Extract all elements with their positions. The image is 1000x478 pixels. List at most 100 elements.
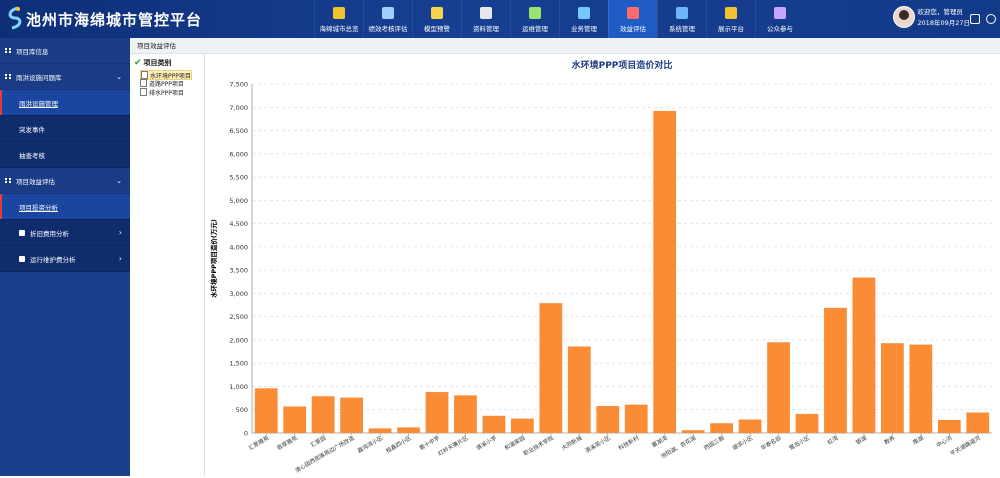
check-icon: ✔ [134,58,142,68]
y-tick-label: 0 [244,430,248,438]
app-title: 池州市海绵城市管控平台 [26,11,203,29]
x-tick-label: 塞湖湾 [650,434,669,450]
x-tick-label: 华泰名邸 [759,434,783,452]
x-tick-label: 南湖 [911,434,925,447]
nav-label: 模型预警 [424,25,450,33]
bar [567,346,591,433]
sidebar-item-maintenance-analysis[interactable]: 运行维护费分析 › [0,246,130,272]
bar [511,418,534,433]
sidebar-section-label: 项目效益评估 [16,177,55,186]
nav-item-home[interactable]: 海绵城市总览 [314,0,363,38]
bar [539,303,563,433]
nav-label: 资料管理 [473,25,499,33]
power-icon[interactable] [986,14,996,24]
y-tick-label: 2,500 [229,313,248,321]
user-info: 欢迎您，管理员 2018年09月27日 [917,7,970,29]
tree-item-label: 道路PPP项目 [149,80,184,88]
x-tick-label: 桂鑫四小区 [384,434,413,455]
x-tick-label: 虹湾 [826,434,840,447]
x-tick-label: 中心河 [935,434,954,450]
top-header: 池州市海绵城市管控平台 海绵城市总览 绩效考核评估 模型预警 资料管理 运维管理 业务管理… [0,0,1000,38]
sidebar-section-label: 项目库信息 [16,47,49,56]
sidebar-section-project-library[interactable]: 项目库信息 [0,38,130,64]
tree-item-label: 水环境PPP项目 [150,72,191,80]
x-tick-label: 汇景雅苑 [247,434,271,452]
project-category-tree: ✔ 项目类别 水环境PPP项目 道路PPP项目 排水PPP项目 [130,54,205,476]
document-icon [140,88,147,96]
y-tick-label: 5,000 [229,197,248,205]
y-tick-label: 1,500 [229,360,248,368]
nav-item-briefcase[interactable]: 业务管理 [559,0,608,38]
chart-icon [382,7,394,19]
nav-item-folder[interactable]: 资料管理 [461,0,510,38]
nav-item-pen[interactable]: 效益评估 [608,0,657,38]
chart-area: 水环境PPP项目造价对比 0 500 1,000 1,500 2,000 2,500 3,00… [204,54,1000,476]
tree-item-road[interactable]: 道路PPP项目 [140,79,184,88]
y-tick-label: 3,000 [229,290,248,298]
nav-label: 公众参与 [767,25,793,33]
x-tick-label: 清溪苑小区 [584,434,613,455]
sidebar-item-investment-analysis[interactable]: 项目投资分析 [0,194,130,220]
x-tick-label: 教养 [883,434,897,447]
people-icon [774,7,786,19]
folder-icon [480,7,492,19]
sidebar-item-emergencies[interactable]: 突发事件 [0,116,130,142]
briefcase-icon [578,7,590,19]
gear-icon [676,7,688,19]
y-tick-label: 6,000 [229,150,248,158]
bar [710,423,733,433]
grid-icon [5,177,11,184]
edit-profile-icon[interactable] [970,14,980,24]
sidebar-item-depreciation-analysis[interactable]: 折旧费用分析 › [0,220,130,246]
nav-item-tools[interactable]: 运维管理 [510,0,559,38]
sidebar-section-facility-issues[interactable]: 雨洪设施问题库 ⌄ [0,64,130,90]
nav-label: 绩效考核评估 [368,25,408,33]
tree-root[interactable]: ✔ 项目类别 [134,58,172,68]
tree-item-water-environment[interactable]: 水环境PPP项目 [140,70,192,80]
nav-label: 系统管理 [669,25,695,33]
nav-item-people[interactable]: 公众参与 [755,0,804,38]
x-tick-label: 西园三期 [703,434,726,451]
y-tick-label: 4,500 [229,220,248,228]
nav-item-bulb[interactable]: 模型预警 [412,0,461,38]
nav-label: 运维管理 [522,25,548,33]
chart-title: 水环境PPP项目造价对比 [572,59,673,71]
bar [681,430,705,433]
tree-item-drainage[interactable]: 排水PPP项目 [140,88,184,97]
sidebar-section-benefit-evaluation[interactable]: 项目效益评估 ⌄ [0,168,130,194]
user-avatar[interactable] [893,6,915,28]
y-tick-label: 7,000 [229,104,248,112]
bar [937,419,961,433]
nav-label: 海绵城市总览 [319,25,359,33]
bar [909,344,933,433]
grid-icon [5,73,11,80]
x-tick-label: 职业技术学院 [522,434,555,458]
sidebar: 项目库信息 雨洪设施问题库 ⌄ 雨洪设施管理 突发事件 抽查考核 项目效益评估 … [0,38,130,476]
grid-icon [5,47,11,54]
main-content: 项目效益评估 ✔ 项目类别 水环境PPP项目 道路PPP项目 排水PPP项目 水… [130,38,1000,476]
document-icon [141,71,148,79]
bar [482,415,506,433]
x-tick-label: 湖滨小区 [731,434,755,452]
pen-icon [627,7,639,19]
nav-label: 业务管理 [571,25,597,33]
sidebar-item-facility-management[interactable]: 雨洪设施管理 [0,90,130,116]
sidebar-item-inspection[interactable]: 抽查考核 [0,142,130,168]
nav-item-chart[interactable]: 绩效考核评估 [363,0,412,38]
nav-item-gear[interactable]: 系统管理 [657,0,706,38]
breadcrumb: 项目效益评估 [130,38,1000,54]
bulb-icon [431,7,443,19]
bar-chart: 水环境PPP项目造价对比 0 500 1,000 1,500 2,000 2,500 3,00… [209,59,992,474]
y-tick-label: 2,000 [229,336,248,344]
y-tick-label: 500 [236,406,248,414]
nav-item-grid[interactable]: 展示平台 [706,0,755,38]
grid-icon [725,7,737,19]
chevron-right-icon: › [118,254,122,263]
sidebar-item-label: 雨洪设施管理 [19,99,58,108]
tree-root-label: 项目类别 [143,59,172,67]
bar [340,397,363,433]
bar [824,307,847,433]
x-tick-label: 清溪小学 [475,434,499,452]
bar [311,396,335,433]
x-tick-label: 汇景园 [309,434,328,450]
